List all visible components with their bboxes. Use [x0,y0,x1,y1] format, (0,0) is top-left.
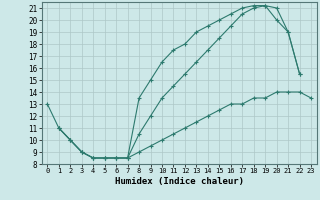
X-axis label: Humidex (Indice chaleur): Humidex (Indice chaleur) [115,177,244,186]
